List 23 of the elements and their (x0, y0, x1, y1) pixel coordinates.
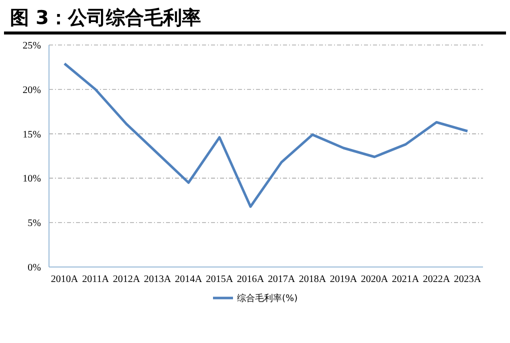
x-tick-label: 2016A (236, 274, 265, 285)
y-tick-label: 5% (28, 218, 41, 230)
y-tick-label: 20% (22, 84, 41, 96)
y-tick-label: 15% (22, 129, 41, 140)
x-tick-label: 2012A (112, 274, 141, 285)
x-tick-label: 2015A (206, 274, 234, 285)
legend-label: 综合毛利率(%) (237, 293, 298, 304)
x-tick-label: 2011A (82, 274, 110, 285)
chart-title: 图 3：公司综合毛利率 (10, 7, 201, 29)
x-tick-label: 2023A (454, 274, 482, 285)
y-tick-label: 0% (28, 262, 41, 274)
x-tick-label: 2021A (392, 274, 420, 285)
x-tick-label: 2017A (268, 274, 296, 285)
x-tick-label: 2019A (330, 274, 358, 285)
x-tick-label: 2010A (50, 274, 79, 285)
line-series (63, 62, 469, 208)
x-tick-label: 2020A (360, 274, 389, 285)
y-tick-label: 25% (22, 40, 41, 52)
x-tick-label: 2014A (174, 274, 203, 285)
x-tick-label: 2013A (144, 274, 172, 285)
x-tick-label: 2022A (422, 274, 451, 285)
x-tick-label: 2018A (298, 274, 327, 285)
y-tick-label: 10% (22, 174, 41, 185)
